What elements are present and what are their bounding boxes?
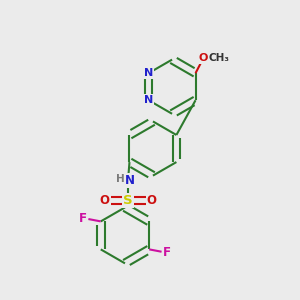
Text: O: O [198,52,208,62]
Text: F: F [79,212,87,225]
Text: H: H [116,174,125,184]
Text: CH₃: CH₃ [209,52,230,62]
Text: N: N [144,68,153,78]
Text: O: O [100,194,110,207]
Text: O: O [147,194,157,207]
Text: S: S [123,194,133,207]
Text: F: F [163,246,171,259]
Text: N: N [144,95,153,105]
Text: N: N [125,174,135,187]
